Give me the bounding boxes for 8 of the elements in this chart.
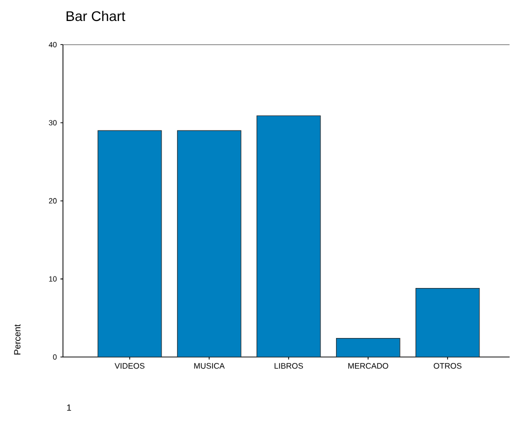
bar — [416, 288, 480, 358]
bar — [256, 116, 321, 358]
bar — [336, 338, 400, 358]
y-axis-title: Percent — [14, 324, 20, 355]
bar — [177, 130, 242, 358]
bar — [98, 130, 162, 358]
text: 1 — [67, 404, 72, 411]
chart-title: Bar Chart — [66, 11, 126, 22]
